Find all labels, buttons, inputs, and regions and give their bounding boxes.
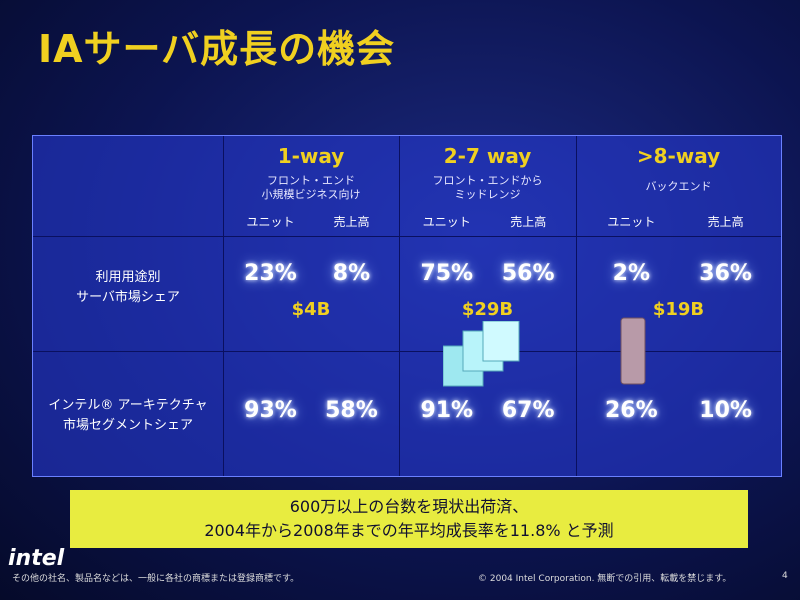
server-tower <box>620 317 646 385</box>
copyright: © 2004 Intel Corporation. 無断での引用、転載を禁じます… <box>478 574 732 584</box>
column-heading: 2-7 way <box>443 144 532 168</box>
ia-share: 26% <box>605 398 658 423</box>
text: フロント・エンド <box>267 174 355 187</box>
usage-share: 56% <box>501 261 555 286</box>
unit-label: 売上高 <box>333 215 370 229</box>
unit-label: ユニット <box>246 215 295 229</box>
page-number: 4 <box>782 571 788 581</box>
unit-label: 売上高 <box>510 215 547 229</box>
ia-share: 93% <box>244 398 297 423</box>
usage-share: 2% <box>612 261 651 286</box>
row-label: インテル® アーキテクチャ 市場セグメントシェア <box>33 396 223 436</box>
divider <box>33 351 781 352</box>
text: 小規模ビジネス向け <box>261 188 361 201</box>
text: フロント・エンドから <box>432 174 543 187</box>
server-icon <box>443 321 520 387</box>
unit-label: ユニット <box>607 215 656 229</box>
ia-share: 10% <box>699 398 752 423</box>
usage-share: 23% <box>244 261 297 286</box>
usage-share: 8% <box>332 261 371 286</box>
text: インテル® アーキテクチャ <box>48 398 208 413</box>
column-heading: 1-way <box>277 144 345 168</box>
ia-share: 91% <box>420 398 474 423</box>
column-subtitle: フロント・エンドから ミッドレンジ <box>399 174 576 202</box>
column-subtitle: フロント・エンド 小規模ビジネス向け <box>223 174 399 202</box>
usage-share: 75% <box>420 261 474 286</box>
text: 市場セグメントシェア <box>62 418 193 433</box>
callout: 600万以上の台数を現状出荷済、 2004年から2008年までの年平均成長率を11… <box>70 490 748 548</box>
unit-label: 売上高 <box>707 215 744 229</box>
table: 利用用途別サーバ市場シェア インテル® アーキテクチャ 市場セグメントシェア 1-… <box>32 135 782 477</box>
row-label: 利用用途別サーバ市場シェア <box>33 268 223 308</box>
usage-share: 36% <box>699 261 752 286</box>
market-total: $19B <box>652 299 705 320</box>
server-box <box>482 321 520 362</box>
text: バックエンド <box>645 180 712 193</box>
text: 利用用途別 <box>95 270 161 285</box>
text: サーバ市場シェア <box>76 290 180 305</box>
column-heading: >8-way <box>636 144 721 168</box>
unit-label: ユニット <box>422 215 471 229</box>
text: 600万以上の台数を現状出荷済、 <box>289 497 529 516</box>
text: 2004年から2008年までの年平均成長率を11.8% と予測 <box>204 521 614 540</box>
divider <box>223 136 224 476</box>
market-total: $29B <box>461 299 514 320</box>
logo: intel <box>8 546 65 571</box>
market-total: $4B <box>291 299 331 320</box>
text: ミッドレンジ <box>454 188 521 201</box>
divider <box>576 136 577 476</box>
ia-share: 58% <box>325 398 378 423</box>
divider <box>33 236 781 237</box>
column-subtitle: バックエンド <box>576 180 781 194</box>
ia-share: 67% <box>501 398 555 423</box>
trademark: その他の社名、製品名などは、一般に各社の商標または登録商標です。 <box>12 574 300 584</box>
server-icon <box>620 317 646 385</box>
divider <box>399 136 400 476</box>
title: IAサーバ成長の機会 <box>38 27 396 71</box>
